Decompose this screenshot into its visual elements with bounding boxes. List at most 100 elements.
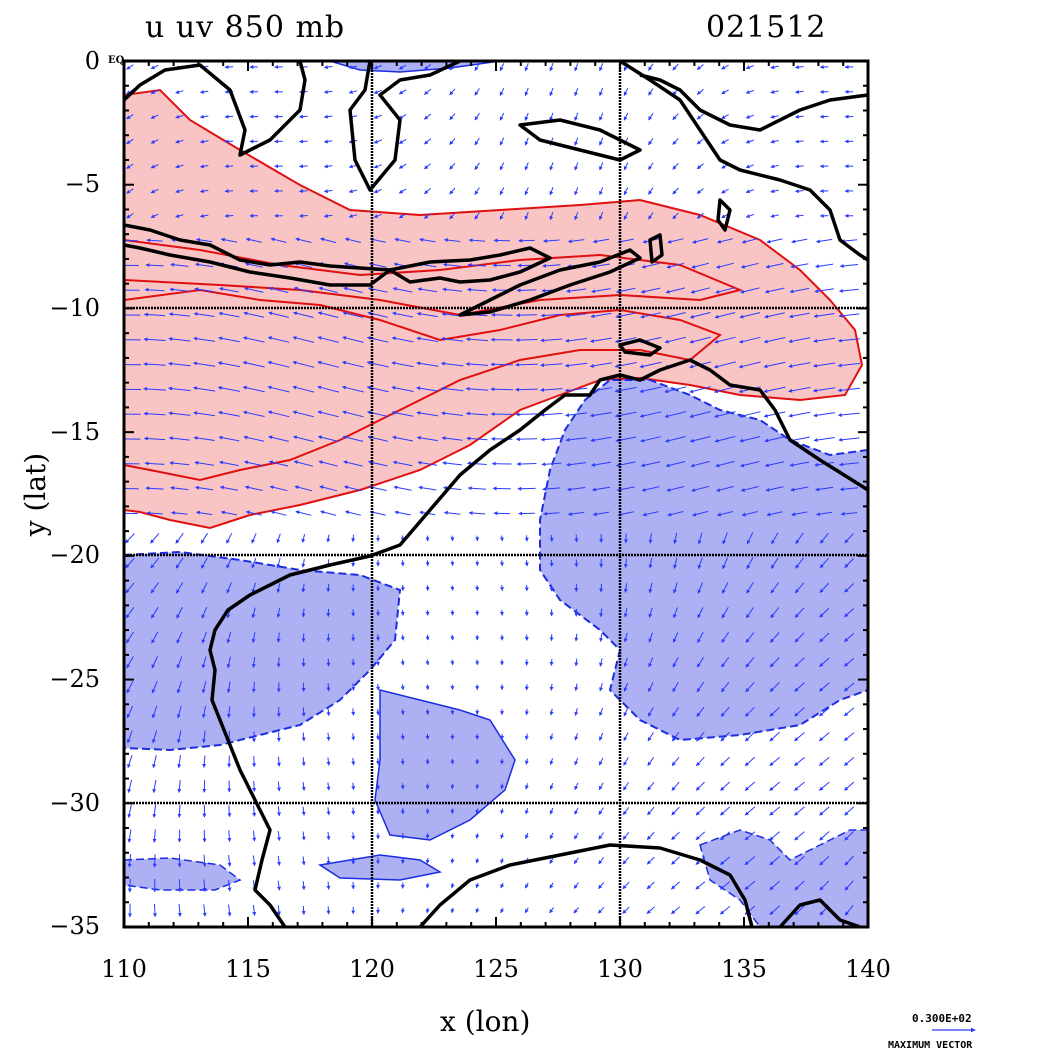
wind-vector [500,857,505,864]
wind-vector [696,657,704,668]
wind-vector [549,211,554,221]
wind-vector [574,211,579,221]
wind-vector [323,164,333,169]
wind-vector [450,634,455,641]
wind-vector [574,807,579,815]
y-tick-5: −5 [64,170,100,198]
wind-vector [276,583,281,594]
wind-vector [400,882,405,889]
wind-vector [318,286,338,294]
wind-vector [599,682,603,692]
wind-vector [769,756,781,767]
wind-vector [695,831,706,841]
wind-vector [323,114,333,119]
wind-vector [589,362,613,368]
wind-vector [794,756,805,767]
wind-vector [392,460,413,467]
wind-vector [598,807,604,815]
wind-vector [524,187,529,196]
wind-vector [697,632,704,644]
wind-vector [672,682,679,693]
wind-vector [244,485,263,491]
wind-vector [647,732,654,742]
wind-vector [565,437,587,442]
wind-vector [565,338,588,343]
wind-vector [224,65,234,70]
wind-vector [301,707,306,717]
wind-vector [251,607,256,619]
wind-vector [648,657,654,668]
wind-vector [672,162,679,170]
wind-vector [392,286,413,293]
wind-vector [524,708,529,716]
wind-vector [320,237,337,244]
wind-vector [292,336,315,343]
wind-vector [844,880,854,891]
wind-vector [524,112,529,121]
wind-vector [696,706,705,717]
wind-vector [813,412,836,418]
wind-vector [623,558,628,569]
wind-vector [298,189,308,194]
wind-vector [276,607,281,618]
wind-vector [640,287,661,294]
wind-vector [217,386,241,392]
wind-vector [145,263,164,268]
wind-vector [267,336,290,343]
wind-vector [425,857,430,864]
wind-vector [597,906,605,914]
wind-vector [591,288,611,294]
wind-vector [449,138,456,145]
wind-vector [794,880,805,891]
wind-vector [744,781,756,791]
wind-vector [193,436,215,441]
wind-vector [126,138,134,145]
wind-vector [744,856,756,866]
wind-vector [251,582,256,594]
wind-vector [788,362,811,368]
wind-vector [794,855,805,866]
wind-vector [695,881,706,890]
wind-vector [126,213,134,219]
wind-vector [490,362,514,367]
wind-vector [168,411,191,416]
wind-vector [564,387,588,393]
wind-vector [819,582,830,593]
coastline-new-guinea-north [639,73,868,132]
wind-vector [326,534,331,543]
wind-vector [671,856,680,865]
wind-vector [623,608,628,618]
wind-vector [641,486,660,492]
wind-vector [425,634,430,641]
wind-vector [671,731,680,742]
wind-vector [623,657,628,668]
wind-vector [844,533,854,544]
wind-vector [475,783,480,790]
wind-vector [819,855,830,866]
wind-vector [769,831,781,841]
wind-vector [696,681,705,693]
wind-vector [152,829,157,843]
wind-vector [398,163,407,169]
wind-vector [648,212,654,220]
coastline-australia [208,358,868,927]
wind-vector [623,162,629,171]
wind-vector [542,487,561,492]
wind-vector [351,683,356,692]
wind-vector [398,64,407,70]
wind-vector [746,557,754,570]
wind-vector [692,238,709,244]
wind-vector [465,386,489,391]
wind-vector [689,312,711,319]
wind-vector [574,112,579,122]
wind-vector [794,632,805,643]
wind-vector [169,461,190,466]
wind-vector [293,460,314,467]
wind-vector [323,213,333,218]
wind-vector [770,632,780,643]
wind-vector [770,114,779,119]
wind-vector [770,189,779,194]
wind-vector [794,707,805,717]
wind-vector [143,337,166,342]
wind-vector [745,189,754,194]
